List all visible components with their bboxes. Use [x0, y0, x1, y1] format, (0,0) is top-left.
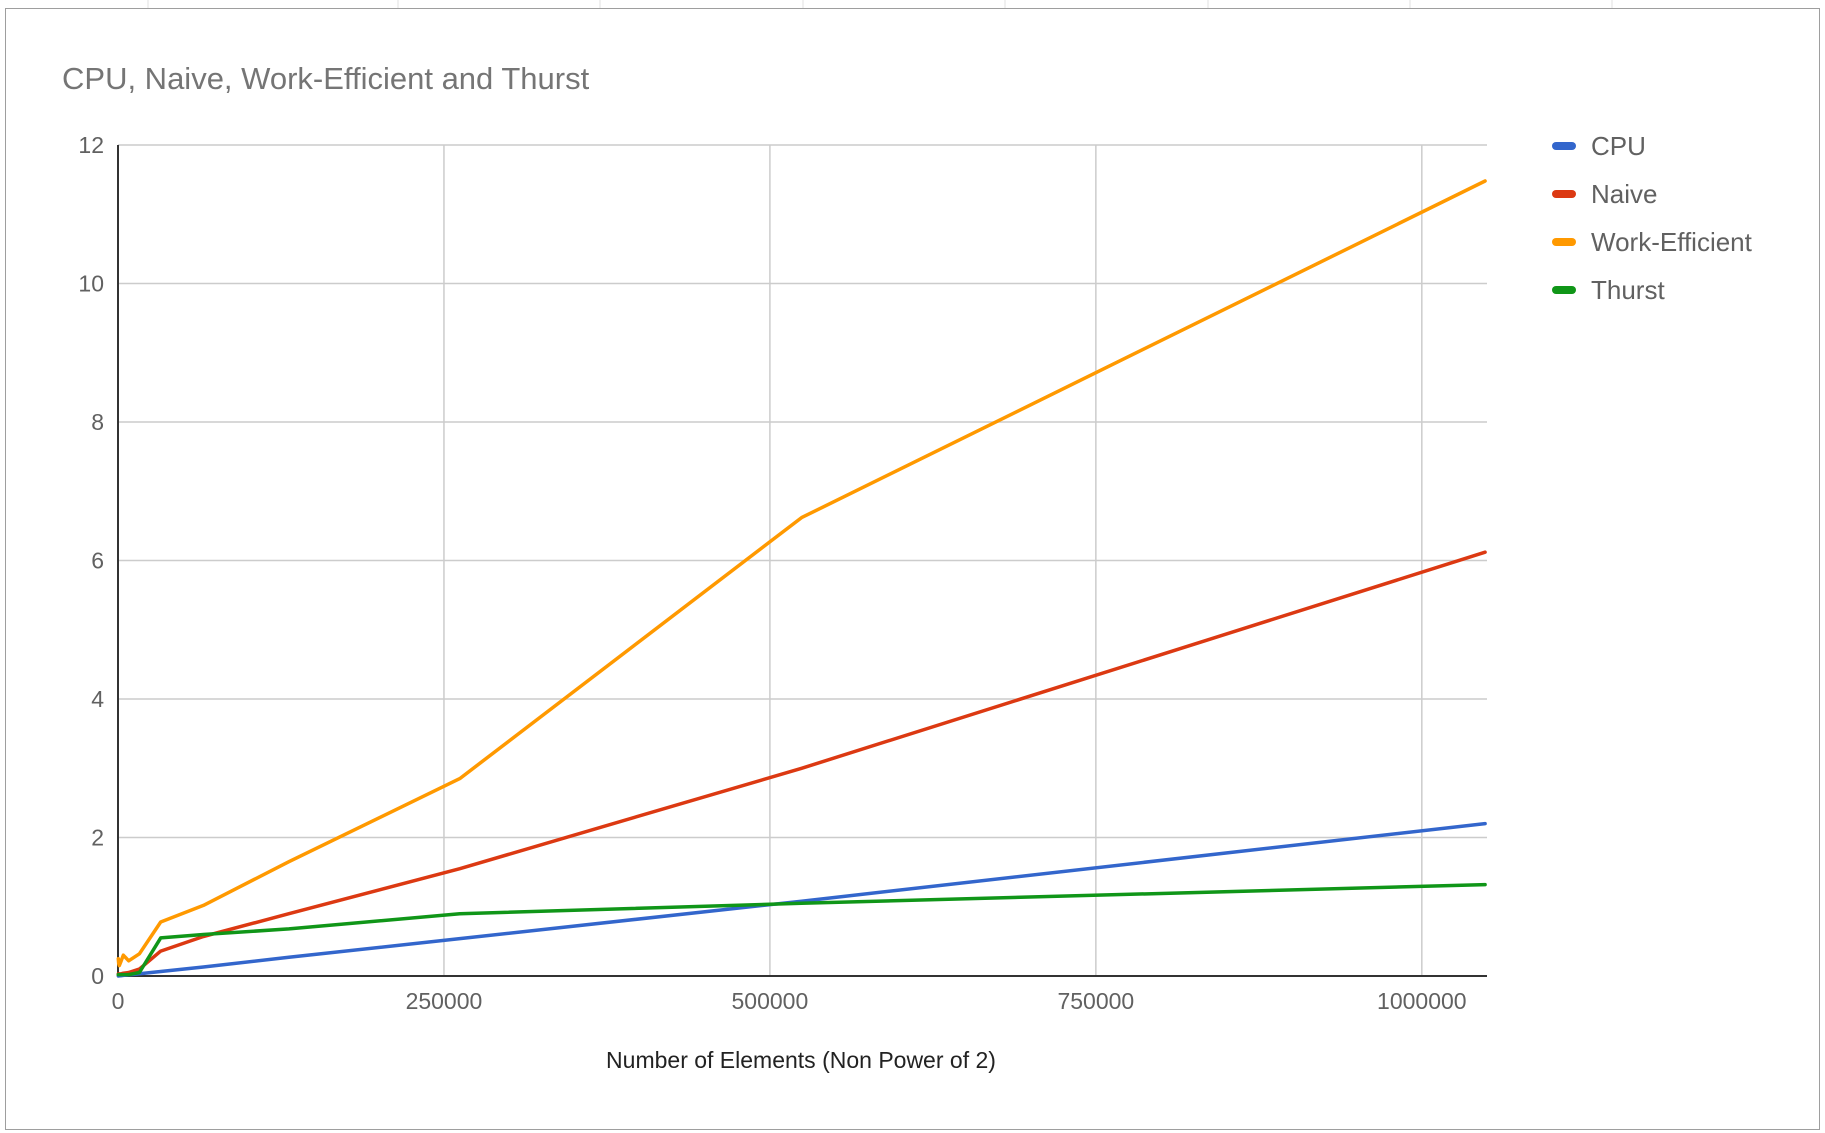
legend: CPU Naive Work-Efficient Thurst	[1552, 131, 1753, 305]
x-axis-label: Number of Elements (Non Power of 2)	[606, 1047, 996, 1073]
x-tick-label: 500000	[732, 988, 809, 1014]
legend-label-cpu: CPU	[1591, 131, 1646, 161]
gridlines	[118, 144, 1487, 976]
y-tick-label: 2	[91, 825, 104, 851]
y-tick-label: 0	[91, 963, 104, 989]
x-tick-label: 0	[112, 988, 125, 1014]
x-tick-label: 1000000	[1377, 988, 1467, 1014]
axes	[117, 145, 1487, 977]
series-line-naive	[116, 550, 1487, 976]
y-tick-label: 4	[91, 686, 104, 712]
tick-labels: 0 2 4 6 8 10 12 0 250000 500000 750000 1000000	[78, 132, 1466, 1014]
x-tick-label: 750000	[1057, 988, 1134, 1014]
series-line-thurst	[116, 882, 1487, 977]
series-line-work-efficient	[116, 179, 1487, 968]
legend-label-thurst: Thurst	[1591, 275, 1665, 305]
legend-label-naive: Naive	[1591, 179, 1657, 209]
legend-swatch-thurst	[1552, 286, 1576, 294]
legend-swatch-naive	[1552, 190, 1576, 198]
legend-label-work-efficient: Work-Efficient	[1591, 227, 1753, 257]
legend-swatch-work-efficient	[1552, 238, 1576, 246]
y-tick-label: 8	[91, 409, 104, 435]
y-tick-label: 10	[78, 271, 104, 297]
chart-container[interactable]	[5, 8, 1820, 1130]
legend-swatch-cpu	[1552, 142, 1576, 150]
x-tick-label: 250000	[406, 988, 483, 1014]
y-tick-label: 12	[78, 132, 104, 158]
y-tick-label: 6	[91, 548, 104, 574]
series-lines	[116, 179, 1487, 978]
chart-title: CPU, Naive, Work-Efficient and Thurst	[62, 61, 590, 96]
